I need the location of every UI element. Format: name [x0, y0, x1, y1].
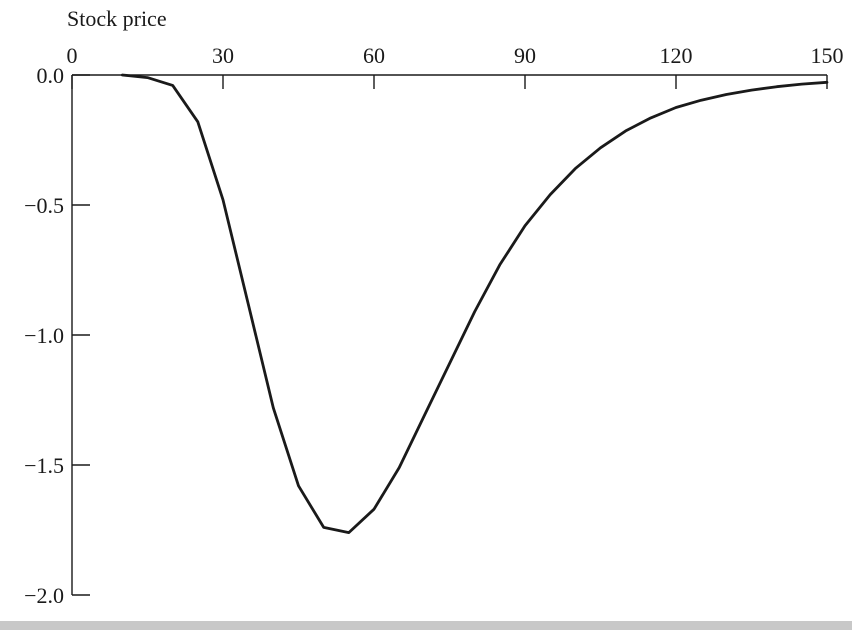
y-tick-label: −1.5 — [24, 453, 64, 478]
x-axis-ticks: 0 30 60 90 120 150 — [67, 43, 844, 89]
x-tick-label: 60 — [363, 43, 385, 68]
x-tick-label: 30 — [212, 43, 234, 68]
y-tick-label: −0.5 — [24, 193, 64, 218]
x-tick-label: 150 — [811, 43, 844, 68]
y-axis-ticks: 0.0 −0.5 −1.0 −1.5 −2.0 — [24, 63, 90, 608]
x-axis-label: Stock price — [67, 6, 167, 31]
series-group — [120, 73, 829, 534]
x-tick-label: 0 — [67, 43, 78, 68]
x-tick-label: 120 — [660, 43, 693, 68]
y-tick-label: −1.0 — [24, 323, 64, 348]
y-tick-label: −2.0 — [24, 583, 64, 608]
y-tick-label: 0.0 — [37, 63, 65, 88]
x-tick-label: 90 — [514, 43, 536, 68]
bottom-divider-bar — [0, 621, 852, 630]
series-line — [120, 73, 829, 534]
